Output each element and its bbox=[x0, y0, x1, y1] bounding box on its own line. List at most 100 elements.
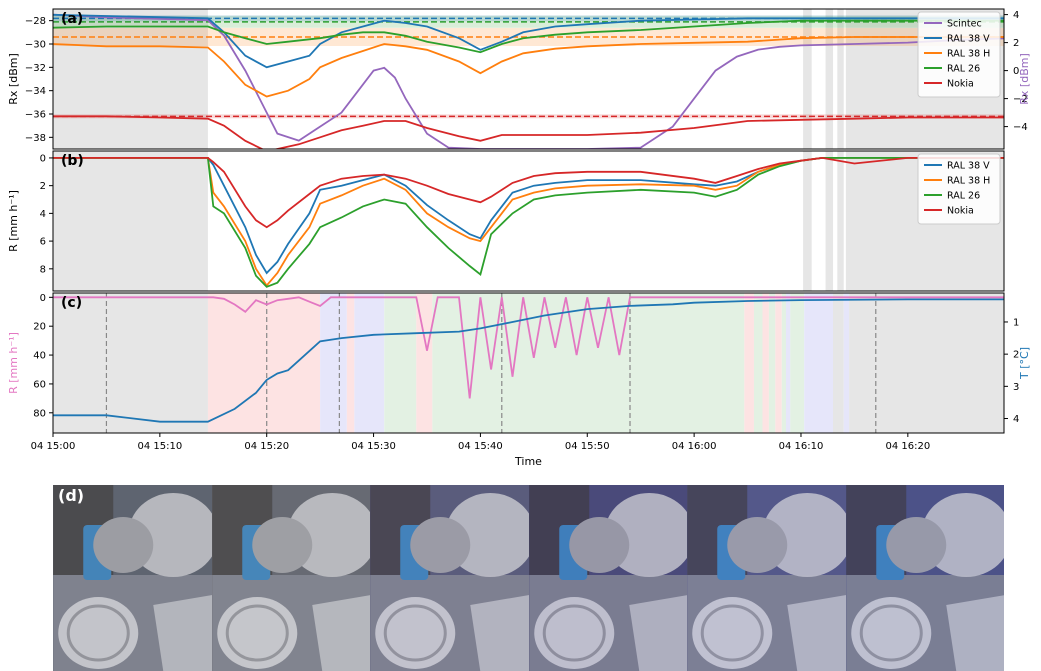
axes-frame bbox=[52, 292, 1005, 434]
xtick-label: 04 16:20 bbox=[885, 441, 930, 452]
class-shade bbox=[384, 293, 417, 433]
gray-shade bbox=[803, 151, 812, 291]
xlabel: Time bbox=[514, 455, 542, 468]
legend: Scintec RAL 38 V RAL 38 H RAL 26 Nokia bbox=[917, 11, 1001, 98]
ylabel: R [mm h⁻¹] bbox=[7, 332, 20, 394]
ytick-label: −30 bbox=[25, 40, 46, 51]
series-line bbox=[53, 36, 1004, 98]
series-line bbox=[53, 298, 1004, 423]
ylabel: Rx [dBm] bbox=[7, 53, 20, 104]
class-shade bbox=[843, 293, 850, 433]
camera-photo bbox=[53, 485, 213, 671]
xtick-label: 04 15:00 bbox=[31, 441, 76, 452]
ytick-label: 80 bbox=[33, 408, 46, 419]
camera-photo-strip bbox=[53, 485, 1004, 671]
ytick-label: 8 bbox=[40, 264, 46, 275]
ylabel-right: Rx [dBm] bbox=[1018, 53, 1031, 104]
panel-label: (c) bbox=[61, 295, 82, 311]
legend-box bbox=[917, 153, 1001, 225]
ytick-right-label: −4 bbox=[1013, 122, 1028, 133]
class-shade bbox=[207, 293, 321, 433]
gray-shade bbox=[825, 151, 834, 291]
ytick-label: 2 bbox=[40, 181, 46, 192]
series-line bbox=[53, 115, 1004, 149]
legend-entry: RAL 26 bbox=[947, 64, 980, 75]
series-line bbox=[53, 13, 1004, 149]
legend-entry: Nokia bbox=[947, 206, 974, 217]
xtick-label: 04 15:30 bbox=[351, 441, 396, 452]
legend-entry: RAL 38 V bbox=[947, 161, 990, 172]
class-shade bbox=[849, 293, 1004, 433]
legend-entry: RAL 38 H bbox=[947, 176, 990, 187]
ylabel: R [mm h⁻¹] bbox=[7, 190, 20, 252]
ytick-label: 60 bbox=[33, 379, 46, 390]
series-line bbox=[53, 13, 1004, 69]
panel-0: −28 −30 −32 −34 −36 −38 4 2 0 −2 −4 Rx [dBm] Rx [dBm… bbox=[7, 8, 1031, 150]
class-shade bbox=[781, 293, 787, 433]
ytick-right-label: 1 bbox=[1013, 317, 1019, 328]
class-shade bbox=[790, 293, 805, 433]
ytick-label: 0 bbox=[40, 153, 46, 164]
ytick-label: −34 bbox=[25, 86, 46, 97]
legend-entry: Nokia bbox=[947, 79, 974, 90]
axes-frame bbox=[52, 150, 1005, 292]
series-line bbox=[53, 157, 1004, 288]
xtick-label: 04 15:50 bbox=[565, 441, 610, 452]
ytick-right-label: 2 bbox=[1013, 350, 1019, 361]
class-shade bbox=[753, 293, 763, 433]
class-shade bbox=[768, 293, 776, 433]
class-shade bbox=[416, 293, 433, 433]
legend-entry: Scintec bbox=[947, 19, 982, 30]
baseline-band bbox=[53, 114, 1004, 119]
gray-shade bbox=[825, 9, 834, 149]
gray-shade bbox=[837, 9, 844, 149]
ytick-right-label: 3 bbox=[1013, 382, 1019, 393]
class-shade bbox=[53, 293, 208, 433]
camera-photo bbox=[211, 485, 371, 671]
ytick-right-label: −2 bbox=[1013, 94, 1028, 105]
class-shade bbox=[432, 293, 745, 433]
legend-entry: RAL 38 H bbox=[947, 49, 990, 60]
panel-1: 0 2 4 6 8 R [mm h⁻¹] (b) RAL 38 V RAL 38 H RAL 26… bbox=[7, 150, 1005, 292]
ytick-label: −28 bbox=[25, 16, 46, 27]
photo-panel-label: (d) bbox=[58, 486, 85, 505]
legend: RAL 38 V RAL 38 H RAL 26 Nokia bbox=[917, 153, 1001, 225]
ytick-label: −38 bbox=[25, 133, 46, 144]
ytick-label: 6 bbox=[40, 237, 46, 248]
xtick-label: 04 15:40 bbox=[458, 441, 503, 452]
camera-photo bbox=[687, 485, 847, 671]
xtick-label: 04 16:10 bbox=[779, 441, 824, 452]
camera-photo bbox=[528, 485, 688, 671]
legend-entry: RAL 26 bbox=[947, 191, 980, 202]
class-shade bbox=[744, 293, 754, 433]
gray-shade bbox=[53, 151, 208, 291]
ytick-label: −32 bbox=[25, 63, 46, 74]
series-line bbox=[53, 156, 1004, 229]
camera-photo bbox=[845, 485, 1004, 671]
class-shade bbox=[786, 293, 791, 433]
legend-box bbox=[917, 11, 1001, 98]
class-shade bbox=[762, 293, 769, 433]
axes-frame bbox=[52, 8, 1005, 150]
ytick-label: 4 bbox=[40, 209, 46, 220]
ylabel-right: T [°C] bbox=[1018, 347, 1031, 380]
class-shade bbox=[346, 293, 355, 433]
gray-shade bbox=[837, 151, 844, 291]
class-shade bbox=[833, 293, 844, 433]
series-line bbox=[53, 157, 1004, 288]
ytick-right-label: 0 bbox=[1013, 66, 1019, 77]
xtick-label: 04 15:10 bbox=[137, 441, 182, 452]
legend-entry: RAL 38 V bbox=[947, 34, 990, 45]
class-shade bbox=[775, 293, 782, 433]
panel-2: 0 20 40 60 80 1 2 3 4 R [mm h⁻¹] T [°C] (c) 04 15:00… bbox=[7, 292, 1031, 468]
gray-shade bbox=[803, 9, 812, 149]
baseline-band bbox=[53, 15, 1004, 28]
class-shade bbox=[320, 293, 347, 433]
ytick-right-label: 4 bbox=[1013, 10, 1019, 21]
ytick-right-label: 2 bbox=[1013, 38, 1019, 49]
ytick-label: 20 bbox=[33, 322, 46, 333]
panel-label: (b) bbox=[61, 153, 84, 169]
class-shade bbox=[804, 293, 834, 433]
camera-photo bbox=[370, 485, 530, 671]
series-line bbox=[53, 296, 1004, 399]
